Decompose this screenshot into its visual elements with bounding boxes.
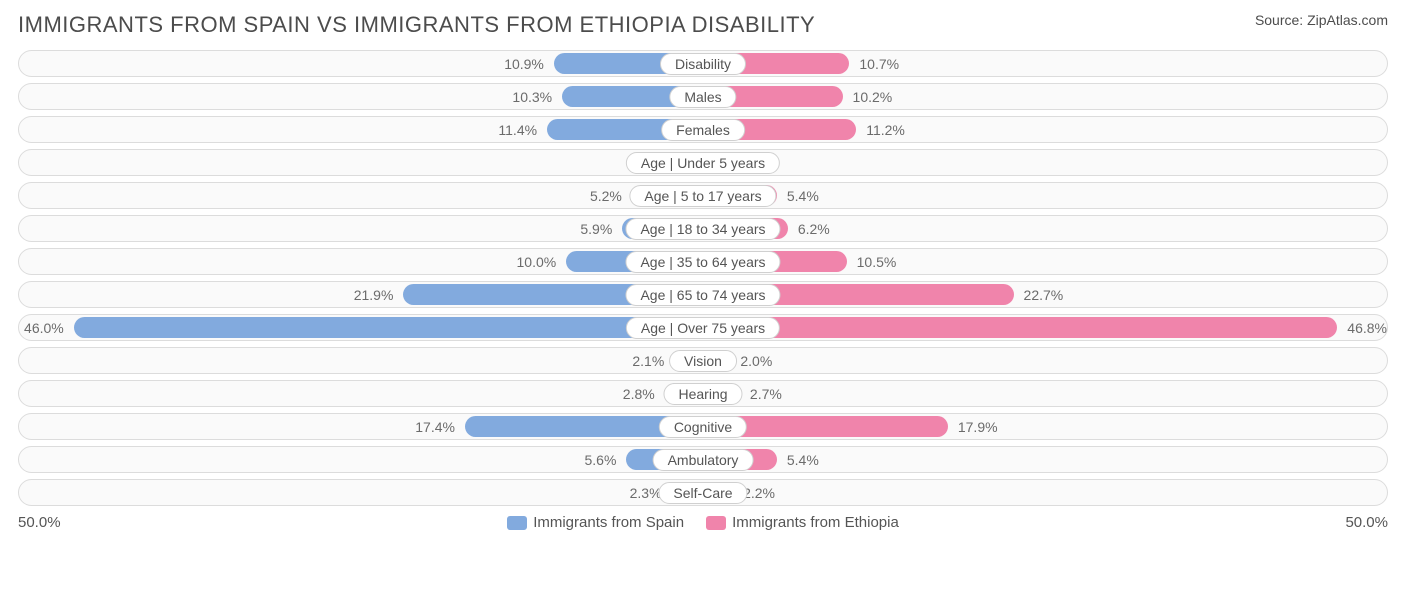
row-right-half: 5.4% [703,183,1387,208]
row-right-value: 2.7% [750,386,782,402]
row-left-value: 10.0% [517,254,557,270]
row-left-value: 2.8% [623,386,655,402]
row-category-badge: Age | 35 to 64 years [625,251,780,273]
row-category-badge: Females [661,119,745,141]
row-right-half: 2.7% [703,381,1387,406]
row-right-half: 2.0% [703,348,1387,373]
row-left-half: 2.1% [19,348,703,373]
row-left-half: 5.2% [19,183,703,208]
row-left-half: 2.8% [19,381,703,406]
chart-source: Source: ZipAtlas.com [1255,12,1388,28]
row-left-half: 11.4% [19,117,703,142]
row-left-value: 2.3% [630,485,662,501]
row-left-half: 2.3% [19,480,703,505]
chart-row: 5.9% 6.2% Age | 18 to 34 years [18,215,1388,242]
row-left-half: 10.0% [19,249,703,274]
chart-row: 2.8% 2.7% Hearing [18,380,1388,407]
row-left-value: 2.1% [632,353,664,369]
row-left-value: 10.9% [504,56,544,72]
row-category-badge: Vision [669,350,737,372]
row-right-half: 2.2% [703,480,1387,505]
chart-row: 11.4% 11.2% Females [18,116,1388,143]
row-left-value: 21.9% [354,287,394,303]
row-right-value: 10.2% [853,89,893,105]
row-left-half: 5.6% [19,447,703,472]
row-right-value: 46.8% [1347,320,1387,336]
row-left-value: 5.9% [580,221,612,237]
row-left-bar [74,317,703,338]
chart-footer: 50.0% Immigrants from Spain Immigrants f… [18,514,1388,531]
row-right-value: 22.7% [1024,287,1064,303]
chart-row: 17.4% 17.9% Cognitive [18,413,1388,440]
row-left-half: 10.9% [19,51,703,76]
row-right-value: 17.9% [958,419,998,435]
legend-swatch-left [507,516,527,530]
row-right-value: 5.4% [787,188,819,204]
row-left-value: 10.3% [512,89,552,105]
legend-label-right: Immigrants from Ethiopia [732,514,899,531]
chart-row: 21.9% 22.7% Age | 65 to 74 years [18,281,1388,308]
row-category-badge: Age | 5 to 17 years [629,185,776,207]
row-right-half: 10.7% [703,51,1387,76]
row-right-value: 11.2% [866,122,905,138]
row-right-half: 10.2% [703,84,1387,109]
chart-legend: Immigrants from Spain Immigrants from Et… [61,514,1346,531]
row-category-badge: Disability [660,53,746,75]
chart-row: 10.0% 10.5% Age | 35 to 64 years [18,248,1388,275]
row-left-half: 1.2% [19,150,703,175]
row-category-badge: Hearing [663,383,742,405]
row-right-value: 6.2% [798,221,830,237]
row-left-value: 46.0% [24,320,64,336]
row-category-badge: Cognitive [659,416,747,438]
axis-max-right: 50.0% [1345,514,1388,531]
row-category-badge: Age | 65 to 74 years [625,284,780,306]
row-left-value: 5.6% [584,452,616,468]
chart-row: 10.3% 10.2% Males [18,83,1388,110]
diverging-bar-chart: 10.9% 10.7% Disability 10.3% 10.2% Males 11.4%… [18,50,1388,506]
row-right-half: 6.2% [703,216,1387,241]
chart-row: 2.3% 2.2%Self-Care [18,479,1388,506]
row-right-half: 17.9% [703,414,1387,439]
row-right-half: 5.4% [703,447,1387,472]
row-category-badge: Age | Over 75 years [626,317,780,339]
row-left-half: 21.9% [19,282,703,307]
chart-row: 5.2% 5.4% Age | 5 to 17 years [18,182,1388,209]
row-right-value: 5.4% [787,452,819,468]
legend-item-left: Immigrants from Spain [507,514,684,531]
row-left-value: 11.4% [498,122,537,138]
legend-swatch-right [706,516,726,530]
row-right-value: 10.5% [857,254,897,270]
chart-header: IMMIGRANTS FROM SPAIN VS IMMIGRANTS FROM… [18,12,1388,38]
chart-row: 46.0% 46.8% Age | Over 75 years [18,314,1388,341]
axis-max-left: 50.0% [18,514,61,531]
chart-title: IMMIGRANTS FROM SPAIN VS IMMIGRANTS FROM… [18,12,815,38]
row-right-half: 46.8% [703,315,1387,340]
chart-row: 5.6% 5.4% Ambulatory [18,446,1388,473]
row-right-bar [703,317,1337,338]
row-category-badge: Males [669,86,736,108]
row-left-half: 17.4% [19,414,703,439]
chart-row: 10.9% 10.7% Disability [18,50,1388,77]
chart-row: 1.2%1.1%Age | Under 5 years [18,149,1388,176]
row-category-badge: Age | Under 5 years [626,152,780,174]
row-right-half: 1.1% [703,150,1387,175]
legend-item-right: Immigrants from Ethiopia [706,514,899,531]
row-left-value: 5.2% [590,188,622,204]
row-left-value: 17.4% [415,419,455,435]
row-category-badge: Age | 18 to 34 years [625,218,780,240]
chart-row: 2.1% 2.0%Vision [18,347,1388,374]
row-right-half: 11.2% [703,117,1387,142]
row-right-value: 2.0% [740,353,772,369]
row-left-half: 5.9% [19,216,703,241]
row-category-badge: Ambulatory [653,449,754,471]
row-right-value: 2.2% [743,485,775,501]
row-category-badge: Self-Care [658,482,747,504]
legend-label-left: Immigrants from Spain [533,514,684,531]
row-right-value: 10.7% [859,56,899,72]
row-left-half: 46.0% [19,315,703,340]
row-right-half: 10.5% [703,249,1387,274]
row-left-half: 10.3% [19,84,703,109]
row-right-half: 22.7% [703,282,1387,307]
